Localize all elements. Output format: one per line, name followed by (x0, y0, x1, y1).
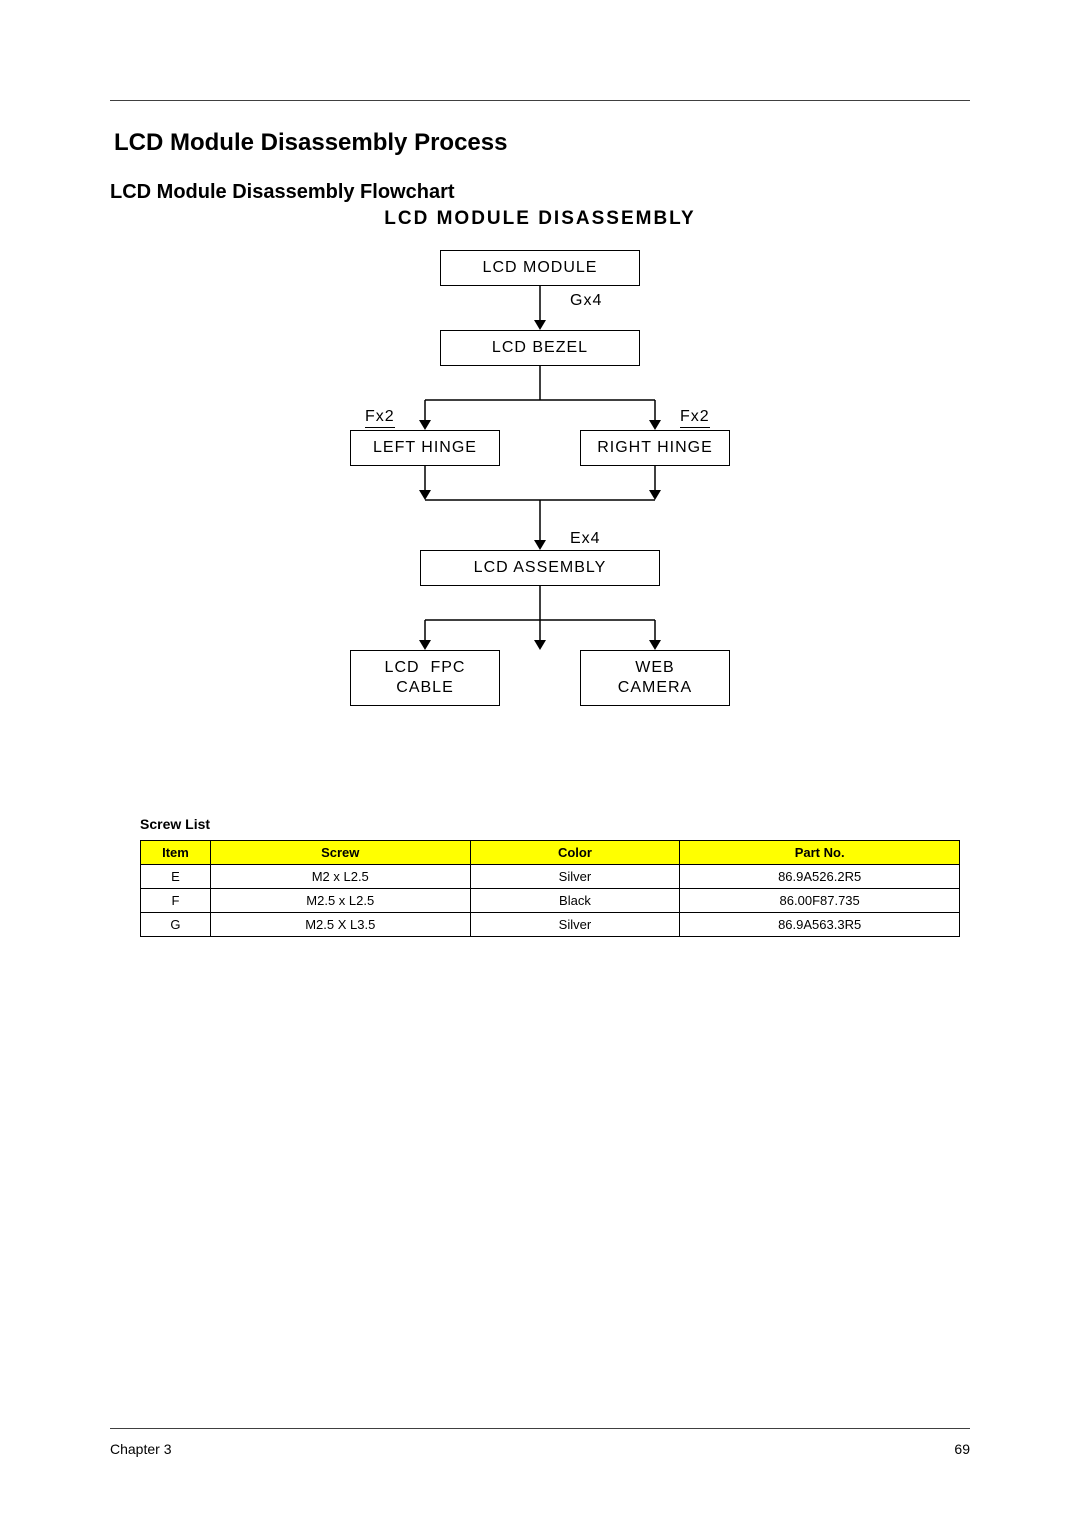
table-cell: F (141, 889, 211, 913)
table-cell: Silver (470, 865, 680, 889)
table-row: FM2.5 x L2.5Black86.00F87.735 (141, 889, 960, 913)
heading-level-1: LCD Module Disassembly Process (114, 129, 970, 157)
page-footer: Chapter 3 69 (110, 1428, 970, 1457)
page: LCD Module Disassembly Process LCD Modul… (0, 0, 1080, 1527)
footer-page-number: 69 (954, 1441, 970, 1457)
flowchart-node-lcd_asm: LCD ASSEMBLY (420, 550, 660, 586)
table-cell: M2.5 x L2.5 (210, 889, 470, 913)
screw-table: ItemScrewColorPart No.EM2 x L2.5Silver86… (140, 840, 960, 937)
flowchart-node-right_hinge: RIGHT HINGE (580, 430, 730, 466)
flowchart-edge-label: Fx2 (680, 408, 710, 428)
table-cell: Black (470, 889, 680, 913)
table-row: GM2.5 X L3.5Silver86.9A563.3R5 (141, 913, 960, 937)
table-cell: G (141, 913, 211, 937)
table-cell: 86.00F87.735 (680, 889, 960, 913)
table-cell: Silver (470, 913, 680, 937)
flowchart-node-lcd_bezel: LCD BEZEL (440, 330, 640, 366)
flowchart-edge-label: Gx4 (570, 292, 602, 310)
flowchart-edge-label: Fx2 (365, 408, 395, 428)
heading-level-2: LCD Module Disassembly Flowchart (110, 181, 970, 204)
table-cell: 86.9A526.2R5 (680, 865, 960, 889)
table-cell: E (141, 865, 211, 889)
flowchart-node-lcd_module: LCD MODULE (440, 250, 640, 286)
flowchart-node-left_hinge: LEFT HINGE (350, 430, 500, 466)
table-cell: M2 x L2.5 (210, 865, 470, 889)
flowchart-title: LCD MODULE DISASSEMBLY (110, 208, 970, 230)
flowchart-lines (280, 230, 800, 790)
table-header-cell: Color (470, 841, 680, 865)
table-row: EM2 x L2.5Silver86.9A526.2R5 (141, 865, 960, 889)
table-cell: M2.5 X L3.5 (210, 913, 470, 937)
table-cell: 86.9A563.3R5 (680, 913, 960, 937)
footer-chapter: Chapter 3 (110, 1441, 171, 1457)
flowchart: LCD MODULE LCD BEZEL LEFT HINGE RIGHT HINGE… (280, 230, 800, 790)
top-rule (110, 100, 970, 101)
table-header-row: ItemScrewColorPart No. (141, 841, 960, 865)
flowchart-node-lcd_fpc: LCD FPC CABLE (350, 650, 500, 706)
screw-list-heading: Screw List (140, 816, 970, 832)
table-header-cell: Item (141, 841, 211, 865)
table-header-cell: Part No. (680, 841, 960, 865)
flowchart-node-web_cam: WEB CAMERA (580, 650, 730, 706)
flowchart-edge-label: Ex4 (570, 530, 601, 548)
table-header-cell: Screw (210, 841, 470, 865)
